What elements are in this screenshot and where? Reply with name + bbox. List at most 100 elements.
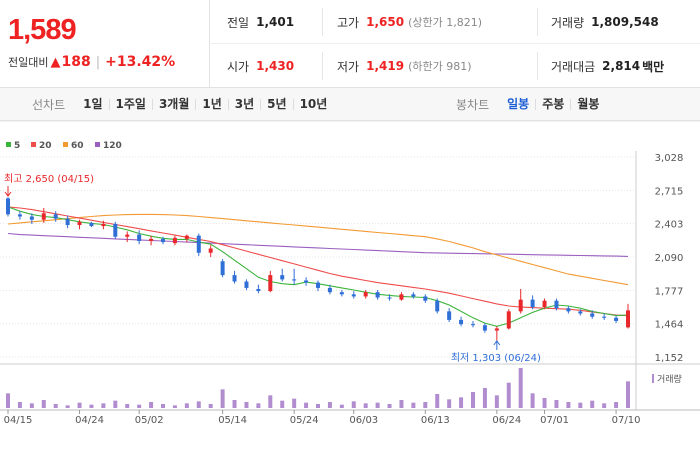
volume-label: 거래량: [551, 15, 585, 30]
candle-chart-tabs: 봉차트 일봉 주봉 월봉: [456, 88, 605, 121]
tab-1y[interactable]: 1년: [196, 98, 229, 110]
amount-unit: 백만: [642, 59, 665, 74]
volume-bar: [17, 402, 22, 408]
change-divider: |: [95, 54, 101, 70]
volume-bar: [542, 398, 547, 408]
volume-bar: [506, 382, 511, 408]
volume-bar: [137, 404, 142, 408]
chart-legend: 5 20 60 120: [6, 141, 122, 151]
stats-divider: [322, 52, 323, 80]
volume-legend-label: 거래량: [657, 373, 682, 385]
candle-body: [614, 317, 619, 321]
candle-body: [196, 235, 201, 253]
candle-body: [208, 248, 213, 253]
legend-swatch: [6, 142, 11, 147]
open-label: 시가: [227, 59, 250, 74]
volume-bars: 거래량: [6, 368, 682, 408]
stats-divider: [322, 8, 323, 36]
tab-monthly[interactable]: 월봉: [577, 97, 600, 111]
x-tick-label: 04/24: [75, 415, 104, 426]
tab-3y[interactable]: 3년: [229, 98, 262, 110]
volume-bar: [578, 402, 583, 408]
line-chart-head: 선차트: [32, 98, 66, 112]
current-price-box: 1,589 전일대비 ▲ 188 | +13.42%: [0, 0, 210, 88]
legend-swatch: [95, 142, 100, 147]
prev-close-stat: 전일 1,401: [227, 0, 294, 44]
legend-swatch: [31, 142, 36, 147]
volume-bar: [232, 400, 237, 408]
volume-legend-swatch: [652, 374, 654, 383]
stats-divider: [537, 8, 538, 36]
volume-bar: [196, 401, 201, 408]
tab-weekly[interactable]: 주봉: [536, 98, 572, 110]
candle-body: [256, 288, 261, 292]
volume-bar: [339, 404, 344, 408]
candle-body: [399, 294, 404, 300]
tab-1d[interactable]: 1일: [77, 98, 110, 110]
volume-bar: [518, 368, 523, 408]
candle-body: [149, 238, 154, 242]
max-arrow-icon: [4, 186, 12, 197]
x-tick-label: 05/02: [135, 415, 164, 426]
candle-body: [435, 300, 440, 312]
price-stats: 전일 1,401 고가 1,650 (상한가 1,821) 거래량 1,809,…: [211, 0, 700, 88]
candle-chart-head: 봉차트: [456, 98, 490, 112]
volume-bar: [447, 399, 452, 408]
price-summary: 1,589 전일대비 ▲ 188 | +13.42% 전일 1,401 고가 1…: [0, 0, 700, 88]
tab-10y[interactable]: 10년: [299, 97, 328, 111]
candle-body: [113, 223, 118, 237]
tab-daily[interactable]: 일봉: [501, 98, 537, 110]
chart-annotations: 최고 2,650 (04/15) 최저 1,303 (06/24): [4, 173, 541, 364]
candle-body: [304, 280, 309, 283]
candle-body: [518, 299, 523, 312]
volume-bar: [482, 388, 487, 408]
candle-body: [602, 316, 607, 318]
candle-body: [77, 221, 82, 226]
candle-body: [125, 234, 130, 237]
price-change-row: 전일대비 ▲ 188 | +13.42%: [8, 54, 175, 70]
open-stat: 시가 1,430: [227, 44, 294, 88]
volume-bar: [471, 392, 475, 408]
candle-body: [471, 324, 475, 326]
x-tick-label: 06/03: [349, 415, 378, 426]
x-tick-label: 05/24: [290, 415, 319, 426]
y-tick-label: 3,028: [655, 153, 684, 164]
change-value: 188: [61, 54, 91, 70]
volume-bar: [327, 402, 332, 408]
volume-bar: [494, 395, 499, 408]
candle-body: [590, 313, 595, 317]
volume-bar: [184, 403, 189, 408]
candle-body: [6, 198, 10, 215]
candle-body: [363, 292, 368, 297]
amount-value: 2,814: [602, 59, 641, 73]
tab-3m[interactable]: 3개월: [153, 98, 197, 110]
candle-body: [137, 234, 142, 242]
volume-bar: [268, 395, 273, 408]
x-tick-label: 07/01: [540, 415, 569, 426]
volume-stat: 거래량 1,809,548: [551, 0, 659, 44]
volume-bar: [304, 402, 309, 408]
candlestick-chart[interactable]: 5 20 60 120 3,028 2,715 2,403 2,090 1,777 1,464 1…: [0, 121, 700, 450]
x-tick-label: 07/10: [612, 415, 641, 426]
current-price: 1,589: [8, 14, 77, 46]
lower-limit: (하한가 981): [408, 60, 472, 73]
tab-5y[interactable]: 5년: [261, 98, 294, 110]
volume-bar: [554, 400, 559, 408]
ma60-line: [7, 213, 629, 286]
candle-body: [375, 292, 380, 298]
volume-value: 1,809,548: [591, 15, 659, 29]
prev-close-value: 1,401: [256, 15, 295, 29]
candle-body: [423, 296, 428, 301]
max-price-label: 최고 2,650 (04/15): [4, 173, 94, 185]
candle-body: [387, 297, 392, 299]
candle-body: [17, 214, 22, 217]
tab-1w[interactable]: 1주일: [110, 98, 153, 110]
candle-body: [29, 216, 34, 220]
y-tick-label: 1,464: [655, 320, 684, 331]
volume-bar: [89, 404, 94, 408]
high-label: 고가: [337, 15, 360, 30]
stats-row-1: 전일 1,401 고가 1,650 (상한가 1,821) 거래량 1,809,…: [211, 0, 700, 44]
candle-body: [494, 328, 499, 331]
candle-body: [292, 279, 297, 281]
